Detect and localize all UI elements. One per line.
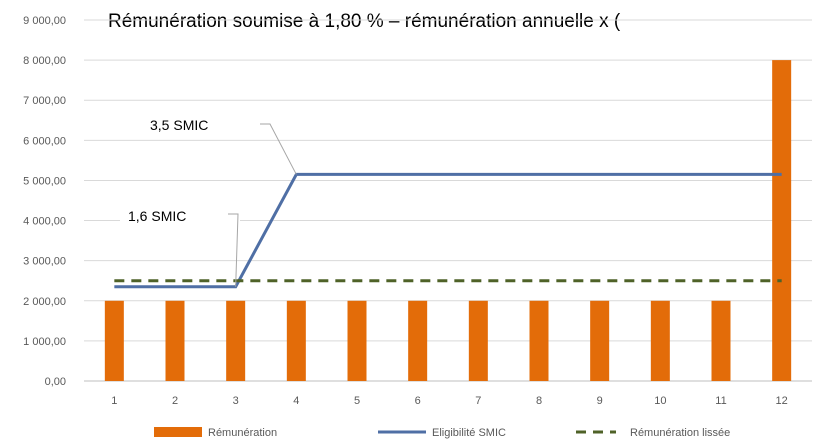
legend-label: Rémunération xyxy=(208,427,277,439)
bar xyxy=(772,60,792,381)
line-eligibilite-smic xyxy=(114,172,782,289)
y-axis-ticks: 0,00 1 000,00 2 000,00 3 000,00 4 000,00 5 00… xyxy=(23,15,66,388)
x-tick-label: 8 xyxy=(536,395,542,407)
annotations: 3,5 SMIC 1,6 SMIC xyxy=(120,114,297,287)
x-tick-label: 5 xyxy=(354,395,360,407)
annotation-leader xyxy=(260,123,297,175)
bar xyxy=(347,300,367,381)
y-tick-label: 6 000,00 xyxy=(23,135,66,147)
lines xyxy=(114,172,782,289)
legend: Rémunération Eligibilité SMIC Rémunération… xyxy=(154,427,730,439)
y-tick-label: 3 000,00 xyxy=(23,256,66,268)
annotation-leader xyxy=(228,213,239,287)
x-tick-label: 1 xyxy=(111,395,117,407)
annotation-label: 3,5 SMIC xyxy=(150,117,208,133)
x-tick-label: 11 xyxy=(715,395,726,407)
bars-remuneration xyxy=(104,60,792,381)
y-tick-label: 2 000,00 xyxy=(23,296,66,308)
annotation-box xyxy=(140,114,262,135)
annotation-label: 1,6 SMIC xyxy=(128,208,186,224)
bar xyxy=(165,300,185,381)
y-tick-label: 5 000,00 xyxy=(23,175,66,187)
legend-swatch xyxy=(154,427,202,437)
bar xyxy=(226,300,246,381)
bar xyxy=(590,300,610,381)
legend-label: Rémunération lissée xyxy=(630,427,730,439)
x-tick-label: 2 xyxy=(172,395,178,407)
x-tick-label: 6 xyxy=(415,395,421,407)
x-tick-label: 9 xyxy=(597,395,603,407)
grid xyxy=(84,19,812,382)
x-axis-ticks: 1 2 3 4 5 6 7 8 9 10 11 12 xyxy=(111,395,788,407)
bar xyxy=(711,300,731,381)
x-tick-label: 12 xyxy=(776,395,788,407)
bar xyxy=(529,300,549,381)
chart-title: Rémunération soumise à 1,80 % – rémunéra… xyxy=(108,11,621,32)
x-tick-label: 7 xyxy=(475,395,481,407)
y-tick-label: 9 000,00 xyxy=(23,15,66,27)
y-tick-label: 7 000,00 xyxy=(23,95,66,107)
y-tick-label: 4 000,00 xyxy=(23,216,66,228)
x-tick-label: 4 xyxy=(293,395,299,407)
y-tick-label: 0,00 xyxy=(45,376,66,388)
x-tick-label: 10 xyxy=(654,395,666,407)
bar xyxy=(650,300,670,381)
y-tick-label: 8 000,00 xyxy=(23,55,66,67)
bar xyxy=(104,300,124,381)
x-tick-label: 3 xyxy=(233,395,239,407)
bar xyxy=(286,300,306,381)
bar xyxy=(408,300,428,381)
y-tick-label: 1 000,00 xyxy=(23,336,66,348)
bar xyxy=(468,300,488,381)
annotation-box xyxy=(120,205,240,226)
legend-label: Eligibilité SMIC xyxy=(432,427,506,439)
